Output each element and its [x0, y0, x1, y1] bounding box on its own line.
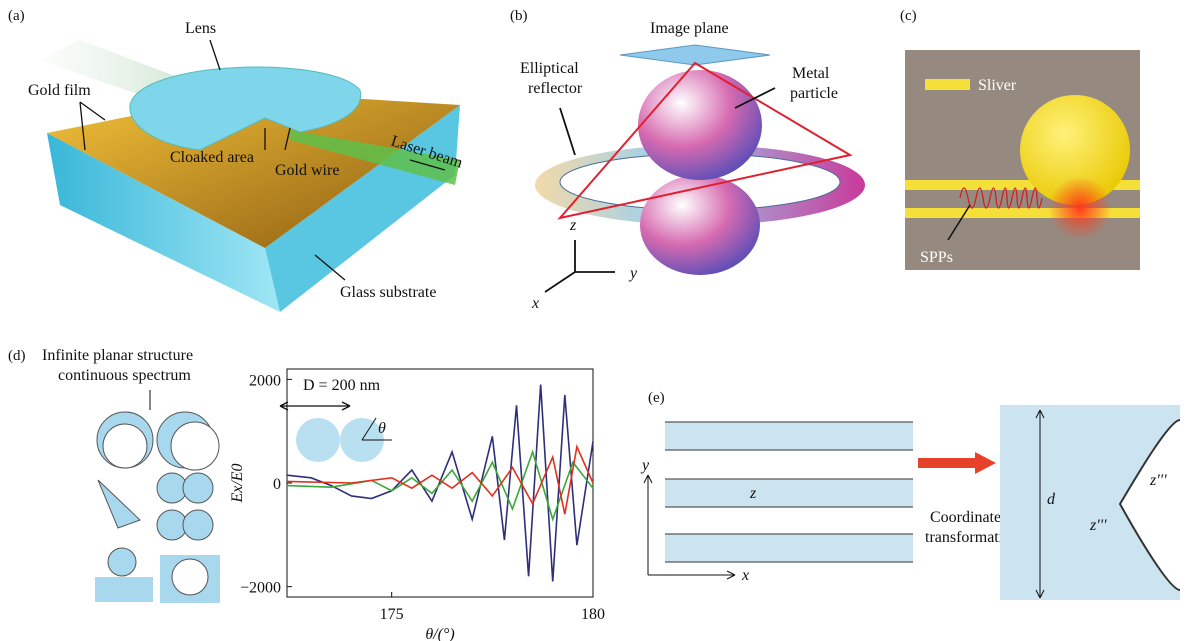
text: continuous spectrum — [58, 367, 191, 384]
panel-label: (d) — [8, 348, 26, 364]
panel-label: (b) — [510, 8, 528, 24]
sphere — [638, 70, 762, 180]
chart: 2000 0 −2000 175 180 θ/(°) Ex/E0 — [229, 369, 605, 641]
text: Gold film — [28, 82, 91, 99]
panel-label: (a) — [8, 8, 25, 24]
inset-text: D = 200 nm — [303, 377, 381, 394]
text: particle — [790, 85, 838, 102]
text: Glass substrate — [340, 284, 436, 301]
inset-arrow — [280, 402, 350, 410]
sphere — [640, 175, 760, 275]
text: Gold wire — [275, 162, 339, 179]
text: SPPs — [920, 249, 953, 266]
text: z''' — [1149, 472, 1167, 489]
region — [1000, 405, 1180, 600]
text: Elliptical — [520, 60, 579, 77]
y-axis-label: Ex/E0 — [229, 463, 246, 503]
y-tick-label: 0 — [273, 476, 281, 493]
inset-circle — [296, 418, 340, 462]
x-axis-label: θ/(°) — [425, 626, 454, 641]
axis-label: y — [628, 265, 638, 282]
text: z — [749, 485, 757, 502]
axis-label: x — [531, 295, 539, 312]
text: z''' — [1089, 517, 1107, 534]
transform-arrow — [918, 452, 996, 474]
text: Lens — [185, 20, 216, 37]
panel-label: (c) — [900, 8, 917, 24]
text: Coordinate — [930, 509, 1001, 526]
layers — [665, 422, 913, 562]
x-tick-label: 175 — [380, 606, 404, 623]
axis-label: y — [640, 457, 650, 474]
figure: (a) Lens Gold film Cloaked area Gold wir… — [0, 0, 1194, 641]
x-tick-label: 180 — [581, 606, 605, 623]
axis-label: x — [741, 567, 749, 584]
inset-text: θ — [378, 420, 386, 437]
text: Infinite planar structure — [42, 347, 193, 364]
glow — [1048, 176, 1112, 240]
text: Image plane — [650, 20, 729, 37]
y-tick-label: −2000 — [240, 580, 281, 597]
axis-label: z — [569, 217, 577, 234]
text: Sliver — [978, 77, 1017, 94]
text: Metal — [792, 65, 830, 82]
shapes — [95, 390, 220, 603]
text: reflector — [528, 80, 583, 97]
legend-swatch — [925, 79, 970, 90]
y-tick-label: 2000 — [249, 372, 281, 389]
text: d — [1047, 491, 1056, 508]
text: Cloaked area — [170, 149, 254, 166]
panel-label: (e) — [648, 390, 665, 406]
